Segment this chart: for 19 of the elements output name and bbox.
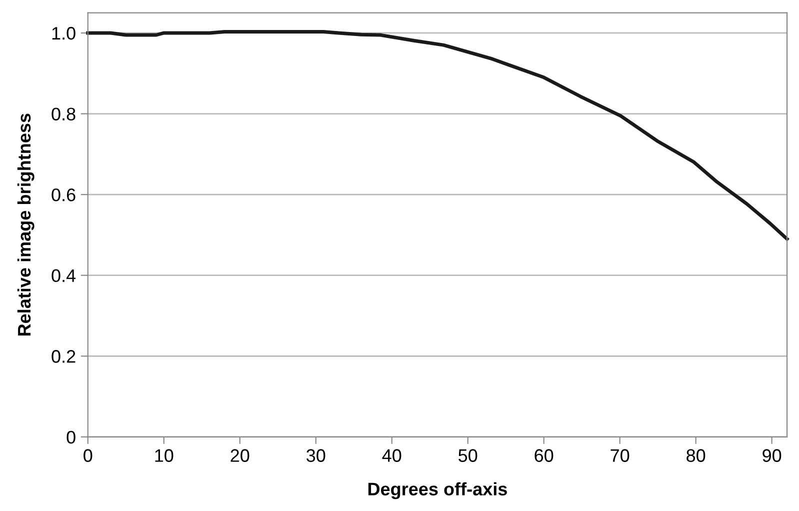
x-tick-label: 0 — [84, 449, 92, 462]
x-tick-label: 90 — [762, 449, 782, 462]
x-axis-title: Degrees off-axis — [368, 482, 507, 500]
y-tick-label: 0 — [66, 430, 76, 444]
y-tick-label: 0.6 — [52, 188, 76, 202]
x-tick-label: 50 — [458, 449, 478, 462]
x-tick-label: 70 — [610, 449, 630, 462]
y-tick-label: 0.8 — [52, 108, 76, 120]
y-tick-label: 0.2 — [52, 350, 76, 363]
x-tick-label: 80 — [686, 449, 706, 462]
x-tick-label: 10 — [155, 449, 174, 462]
y-tick-label: 1.0 — [52, 26, 76, 40]
y-axis-title: Relative image brightness — [17, 114, 34, 336]
x-tick-label: 40 — [382, 449, 402, 462]
line-series — [86, 30, 789, 241]
x-tick-label: 60 — [534, 449, 554, 462]
x-tick-label: 20 — [230, 449, 250, 462]
x-tick-label: 30 — [306, 449, 326, 462]
y-tick-label: 0.4 — [52, 269, 76, 282]
